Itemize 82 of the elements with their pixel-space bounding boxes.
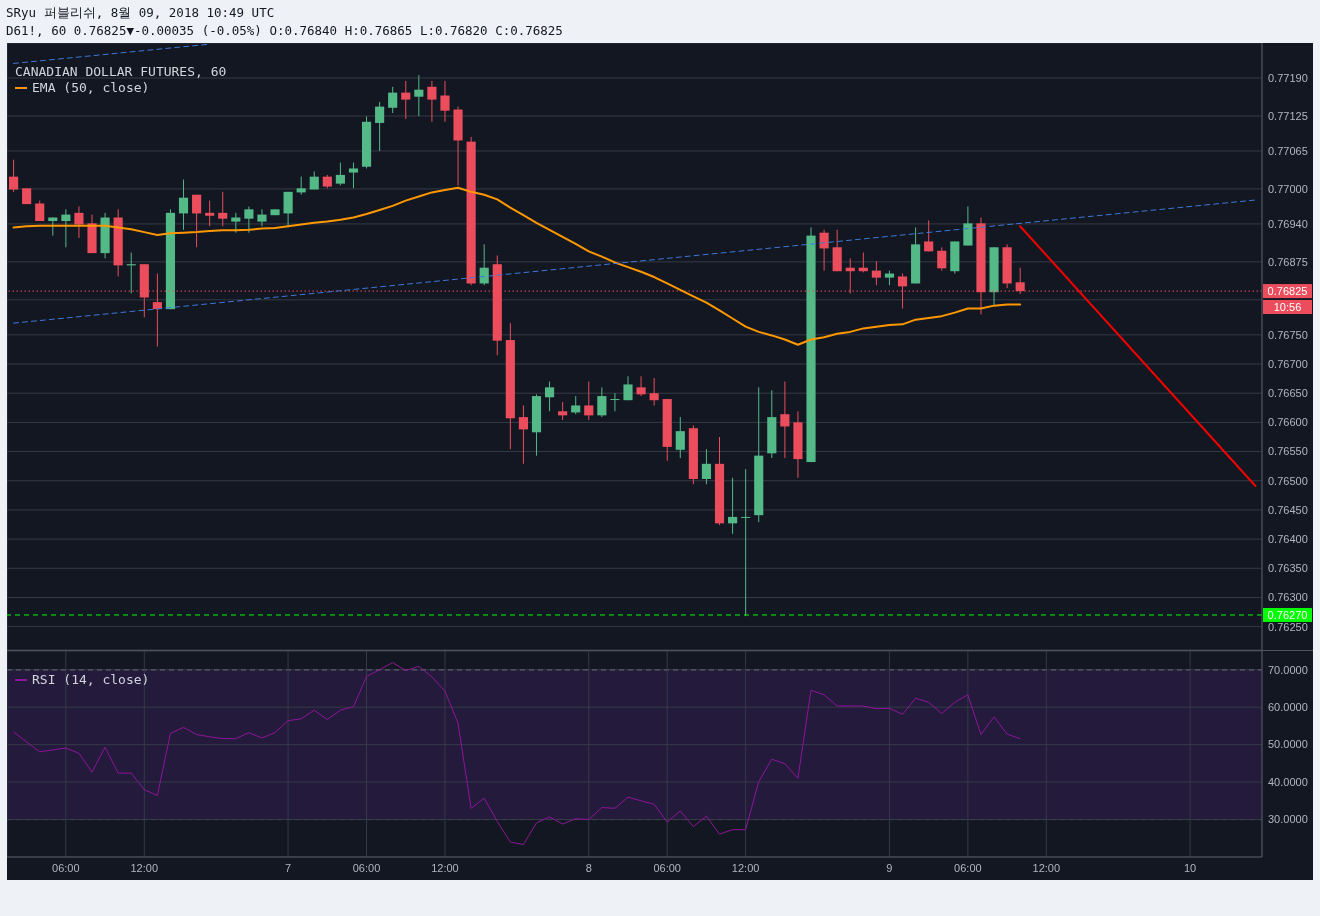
text: SRyu 퍼블리쉬, 8월 09, 2018 10:49 UTC bbox=[6, 5, 275, 20]
y-tick-label: 0.76550 bbox=[1268, 445, 1308, 458]
candlestick bbox=[231, 212, 241, 234]
x-tick-label: 8 bbox=[585, 861, 592, 874]
candlestick bbox=[414, 74, 424, 117]
candlestick bbox=[401, 80, 411, 120]
candlestick bbox=[963, 205, 973, 247]
y-tick-label: 0.76875 bbox=[1268, 255, 1308, 268]
candlestick bbox=[178, 179, 189, 231]
candlestick bbox=[205, 200, 215, 227]
candlestick bbox=[558, 401, 568, 421]
y-tick-label: 60.0000 bbox=[1268, 701, 1308, 714]
y-tick-label: 0.76350 bbox=[1268, 562, 1308, 575]
x-tick-label: 12:00 bbox=[1032, 861, 1061, 874]
y-tick-label: 70.0000 bbox=[1268, 663, 1308, 676]
candlestick bbox=[832, 229, 842, 272]
candlestick bbox=[440, 80, 450, 123]
y-tick-label: 30.0000 bbox=[1268, 813, 1308, 826]
candlestick bbox=[610, 392, 620, 412]
y-tick-label: 0.77190 bbox=[1268, 71, 1308, 84]
x-tick-label: 10 bbox=[1183, 861, 1197, 874]
candlestick bbox=[924, 219, 934, 252]
y-tick-label: 0.76500 bbox=[1268, 474, 1308, 487]
text: 10:56 bbox=[1273, 301, 1302, 314]
candlestick bbox=[427, 80, 437, 123]
y-tick-label: 0.76600 bbox=[1268, 416, 1308, 429]
x-tick-label: 12:00 bbox=[731, 861, 760, 874]
candlestick bbox=[335, 162, 345, 186]
candlestick bbox=[257, 208, 267, 227]
candlestick bbox=[9, 159, 19, 193]
candlestick bbox=[375, 101, 385, 152]
y-tick-label: 0.77000 bbox=[1268, 182, 1308, 195]
legend-label: EMA (50, close) bbox=[32, 80, 150, 96]
candlestick bbox=[584, 381, 594, 421]
y-tick-label: 0.76940 bbox=[1268, 217, 1308, 230]
text: CANADIAN DOLLAR FUTURES, 60 bbox=[15, 64, 227, 79]
y-tick-label: 0.77065 bbox=[1268, 144, 1308, 157]
y-tick-label: 40.0000 bbox=[1268, 775, 1308, 788]
candlestick bbox=[244, 205, 254, 234]
candlestick bbox=[636, 375, 646, 397]
y-tick-label: 0.77125 bbox=[1268, 109, 1308, 122]
candlestick bbox=[544, 381, 555, 412]
candlestick bbox=[728, 477, 738, 535]
ref-line-label: 0.76825 bbox=[1267, 284, 1308, 297]
candlestick bbox=[296, 176, 306, 196]
y-tick-label: 0.76450 bbox=[1268, 503, 1308, 516]
x-tick-label: 06:00 bbox=[52, 861, 80, 874]
text: D61!, 60 0.76825▼-0.00035 (-0.05%) O:0.76840 H:0.76865 L:0.76820 C:0.76825 bbox=[6, 23, 563, 38]
candlestick bbox=[741, 468, 751, 617]
candlestick bbox=[218, 191, 228, 227]
candlestick bbox=[780, 381, 790, 459]
x-tick-label: 7 bbox=[285, 861, 292, 874]
line-series bbox=[13, 662, 1021, 846]
y-tick-label: 0.76250 bbox=[1268, 620, 1308, 633]
x-tick-label: 12:00 bbox=[431, 861, 459, 874]
y-tick-label: 50.0000 bbox=[1268, 738, 1308, 751]
y-tick-label: 0.76300 bbox=[1268, 591, 1308, 604]
x-tick-label: 12:00 bbox=[130, 861, 159, 874]
candlestick bbox=[597, 386, 607, 418]
y-tick-label: 0.76400 bbox=[1268, 532, 1308, 545]
x-tick-label: 9 bbox=[886, 861, 893, 874]
candlestick bbox=[74, 205, 84, 239]
candlestick bbox=[937, 246, 947, 272]
y-tick-label: 0.76700 bbox=[1268, 357, 1308, 370]
y-tick-label: 0.76650 bbox=[1268, 387, 1308, 400]
candlestick bbox=[518, 404, 528, 465]
candlestick bbox=[871, 260, 881, 286]
candlestick bbox=[192, 194, 202, 248]
candlestick bbox=[61, 208, 71, 248]
candlestick bbox=[701, 448, 712, 485]
x-tick-label: 06:00 bbox=[653, 861, 681, 874]
candlestick bbox=[388, 86, 398, 114]
ref-line-label: 0.76270 bbox=[1267, 608, 1308, 621]
candlestick bbox=[675, 416, 685, 459]
x-tick-label: 06:00 bbox=[954, 861, 982, 874]
legend-label: RSI (14, close) bbox=[32, 672, 150, 688]
line-series bbox=[12, 186, 1022, 346]
candlestick bbox=[649, 377, 659, 406]
y-tick-label: 0.76750 bbox=[1268, 328, 1308, 341]
candlestick bbox=[571, 395, 581, 415]
candlestick bbox=[348, 162, 359, 189]
x-tick-label: 06:00 bbox=[352, 861, 381, 874]
